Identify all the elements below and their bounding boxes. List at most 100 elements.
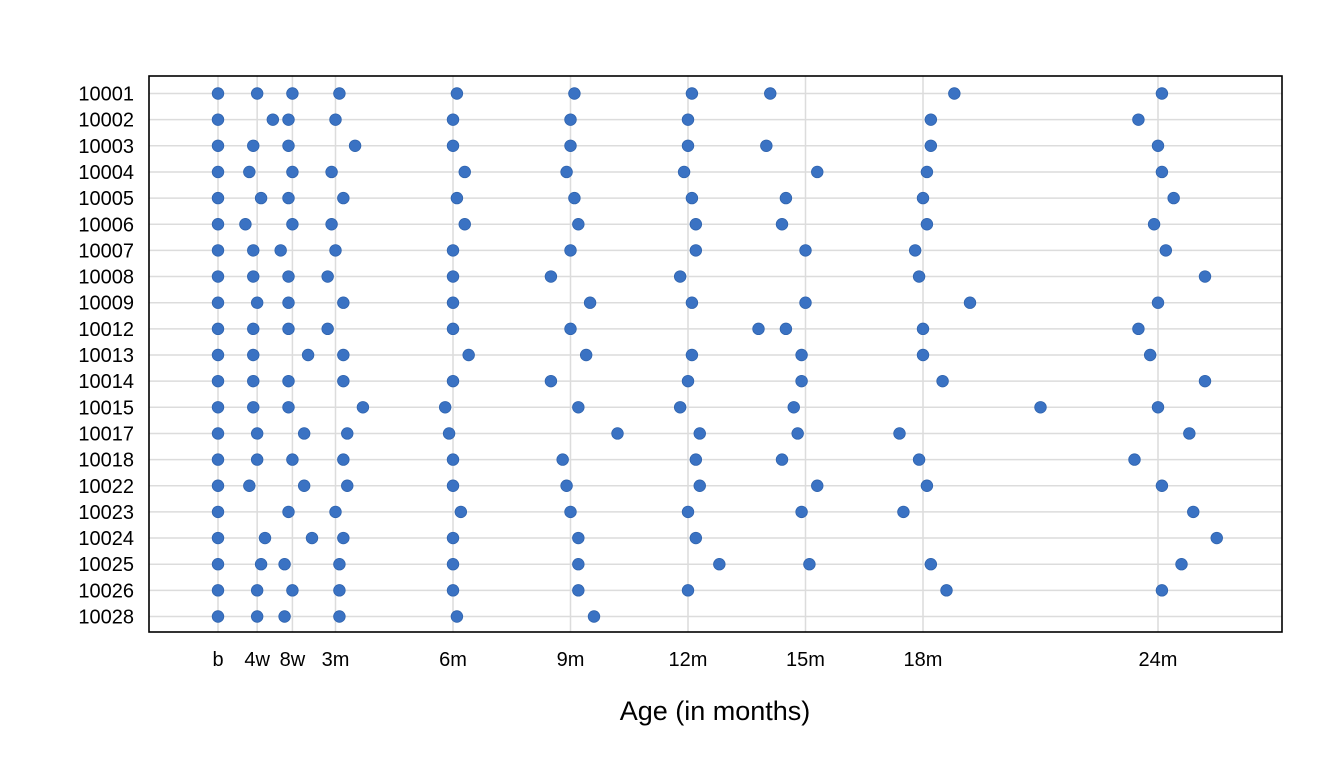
data-point xyxy=(286,165,299,179)
data-point xyxy=(211,165,225,179)
data-point xyxy=(916,191,930,205)
data-point xyxy=(274,244,287,257)
data-point xyxy=(333,87,346,100)
data-point xyxy=(446,479,460,492)
data-point xyxy=(247,270,260,283)
y-tick-label: 10023 xyxy=(78,502,134,524)
data-point xyxy=(568,87,581,100)
data-point xyxy=(250,584,264,597)
data-point xyxy=(333,558,346,571)
data-point xyxy=(211,610,225,623)
data-point xyxy=(446,584,460,597)
data-point xyxy=(211,505,225,519)
data-point xyxy=(211,374,225,388)
data-point xyxy=(583,296,597,309)
x-tick-label: 8w xyxy=(280,649,306,671)
plot-frame xyxy=(148,75,1283,633)
data-point xyxy=(677,165,691,179)
data-point xyxy=(247,374,260,388)
data-point xyxy=(689,218,703,231)
data-point xyxy=(211,453,225,466)
data-point xyxy=(297,479,311,492)
data-point xyxy=(685,191,699,205)
data-point xyxy=(1183,427,1196,440)
data-point xyxy=(795,505,808,519)
data-point xyxy=(693,479,706,492)
data-point xyxy=(1034,401,1047,414)
data-point xyxy=(446,113,460,126)
x-tick-label: 24m xyxy=(1139,649,1178,671)
y-tick-label: 10006 xyxy=(78,214,134,236)
data-point xyxy=(564,113,577,126)
data-point xyxy=(247,348,260,362)
data-point xyxy=(450,610,464,623)
data-point xyxy=(211,348,225,362)
data-point xyxy=(282,139,295,153)
data-point xyxy=(446,322,460,336)
data-point xyxy=(211,218,225,231)
data-point xyxy=(916,322,930,336)
data-point xyxy=(775,453,789,466)
data-point xyxy=(560,479,573,492)
y-tick-label: 10005 xyxy=(78,188,134,210)
data-point xyxy=(282,374,295,388)
y-tick-label: 10022 xyxy=(78,476,134,498)
data-point xyxy=(912,453,926,466)
data-point xyxy=(258,531,272,545)
data-point xyxy=(250,296,264,309)
data-point xyxy=(211,270,225,283)
data-point xyxy=(458,218,471,231)
data-point xyxy=(282,401,295,414)
y-tick-label: 10009 xyxy=(78,293,134,315)
data-point xyxy=(247,401,260,414)
y-tick-label: 10026 xyxy=(78,580,134,602)
data-point xyxy=(348,139,362,153)
grid-lines xyxy=(149,76,1282,632)
data-point xyxy=(337,453,350,466)
y-tick-label: 10007 xyxy=(78,240,134,262)
data-point xyxy=(250,453,264,466)
data-point xyxy=(325,165,338,179)
data-point xyxy=(760,139,773,153)
data-point xyxy=(1132,113,1145,126)
data-point xyxy=(940,584,953,597)
data-point xyxy=(544,374,558,388)
data-point xyxy=(912,270,926,283)
data-point xyxy=(579,348,593,362)
data-point xyxy=(454,505,468,519)
data-point xyxy=(568,191,581,205)
data-point xyxy=(450,191,464,205)
data-point xyxy=(301,348,315,362)
data-point xyxy=(764,87,777,100)
data-point xyxy=(681,113,695,126)
data-point xyxy=(282,505,295,519)
data-point xyxy=(211,87,225,100)
data-point xyxy=(787,401,800,414)
y-tick-label: 10013 xyxy=(78,345,134,367)
data-point xyxy=(673,270,687,283)
data-point xyxy=(689,244,703,257)
data-point xyxy=(1143,348,1157,362)
data-point xyxy=(247,244,260,257)
data-point xyxy=(572,401,585,414)
data-point xyxy=(211,139,225,153)
x-axis-title: Age (in months) xyxy=(620,696,811,726)
data-point xyxy=(254,558,268,571)
y-tick-label: 10018 xyxy=(78,450,134,472)
data-point xyxy=(560,165,573,179)
data-point xyxy=(458,165,471,179)
x-tick-label: 15m xyxy=(786,649,825,671)
data-point xyxy=(799,296,812,309)
data-point xyxy=(1198,270,1212,283)
data-point xyxy=(321,270,334,283)
data-point xyxy=(1198,374,1212,388)
data-point xyxy=(286,87,299,100)
data-point xyxy=(572,584,585,597)
y-tick-label: 10017 xyxy=(78,423,134,445)
y-tick-label: 10024 xyxy=(78,528,134,550)
data-point xyxy=(250,610,264,623)
y-tick-label: 10015 xyxy=(78,397,134,419)
y-tick-label: 10003 xyxy=(78,136,134,158)
data-point xyxy=(897,505,910,519)
data-point xyxy=(564,244,577,257)
